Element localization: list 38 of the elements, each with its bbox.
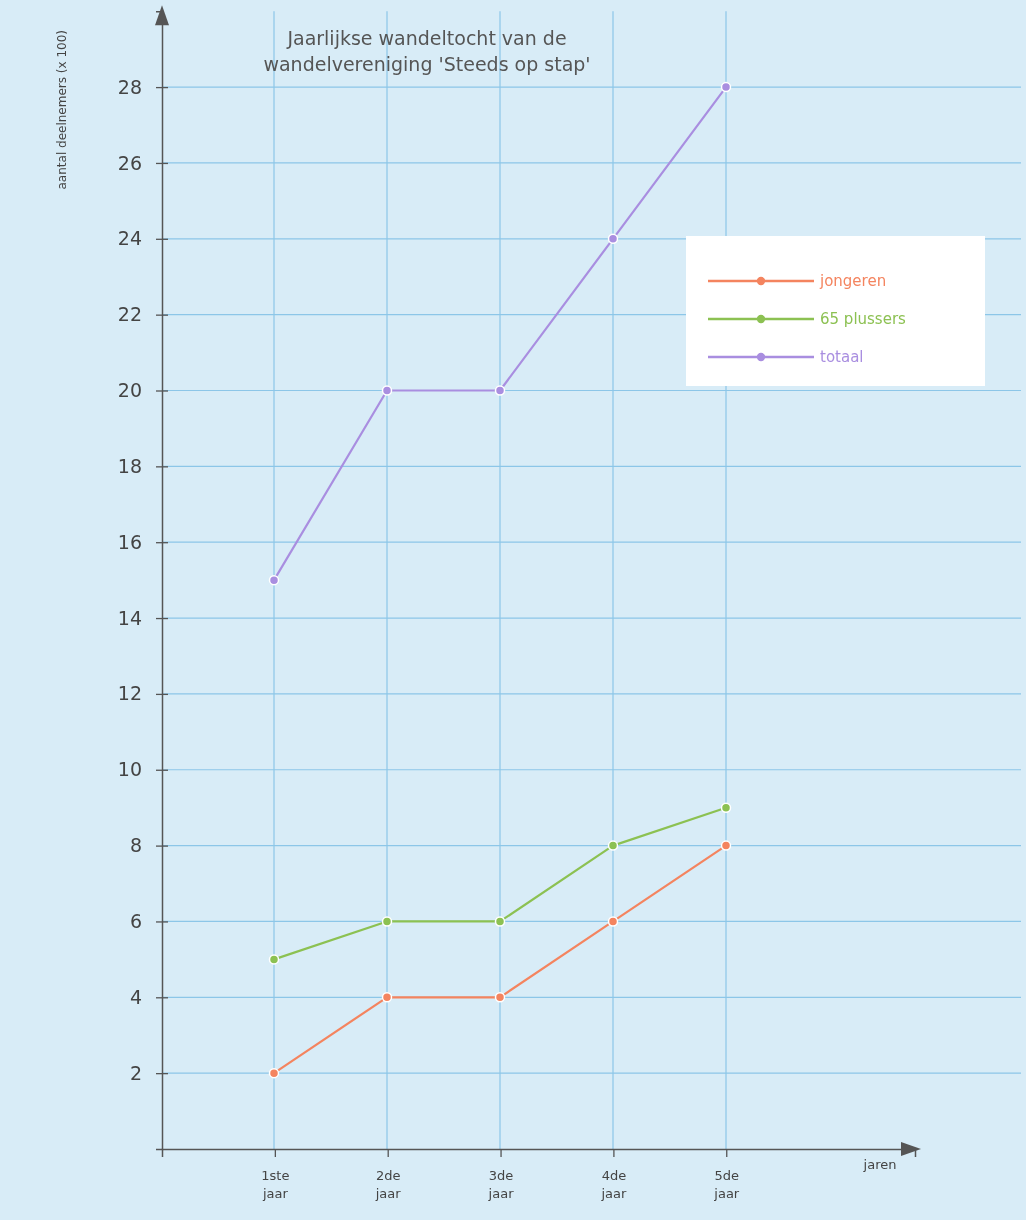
x-tick-label: 4de jaar	[600, 1168, 627, 1202]
x-tick-label: 5de jaar	[713, 1168, 740, 1202]
point	[720, 81, 732, 93]
legend: jongeren 65 plussers totaal	[686, 236, 985, 386]
y-tick-label: 4	[129, 985, 142, 1008]
text: Jaarlijkse wandeltocht van de wandelvereniging 'Steeds op stap'	[263, 27, 591, 75]
x-tick-label: 3de jaar	[487, 1168, 515, 1202]
y-tick-label: 8	[129, 834, 142, 857]
y-tick-label: 20	[117, 379, 142, 402]
point	[381, 992, 393, 1003]
y-tick-label: 12	[117, 682, 142, 705]
point	[268, 954, 280, 965]
point	[607, 840, 619, 851]
text: jaren	[862, 1157, 897, 1172]
x-tick-label: 1ste jaar	[261, 1168, 290, 1202]
point	[720, 802, 732, 813]
y-tick-label: 28	[117, 75, 142, 98]
point	[494, 916, 506, 927]
x-tick-label: 2de jaar	[374, 1168, 402, 1202]
y-tick-label: 26	[117, 151, 142, 174]
point	[607, 916, 619, 927]
point	[607, 233, 619, 245]
y-tick-label: 2	[129, 1061, 142, 1084]
y-tick-label: 10	[117, 758, 142, 781]
point	[268, 1067, 280, 1079]
y-tick-label: 18	[117, 454, 142, 477]
y-tick-label: 22	[117, 303, 142, 326]
y-tick-label: 24	[117, 227, 142, 250]
point	[494, 992, 506, 1003]
y-tick-label: 16	[117, 530, 142, 553]
y-tick-label: 14	[117, 606, 142, 629]
point	[720, 840, 732, 851]
point	[381, 916, 393, 927]
y-axis-title: aantal deelnemers (x 100)	[55, 30, 69, 190]
point	[268, 574, 280, 586]
y-tick-label: 6	[129, 910, 142, 933]
point	[381, 385, 393, 396]
point	[494, 385, 506, 396]
